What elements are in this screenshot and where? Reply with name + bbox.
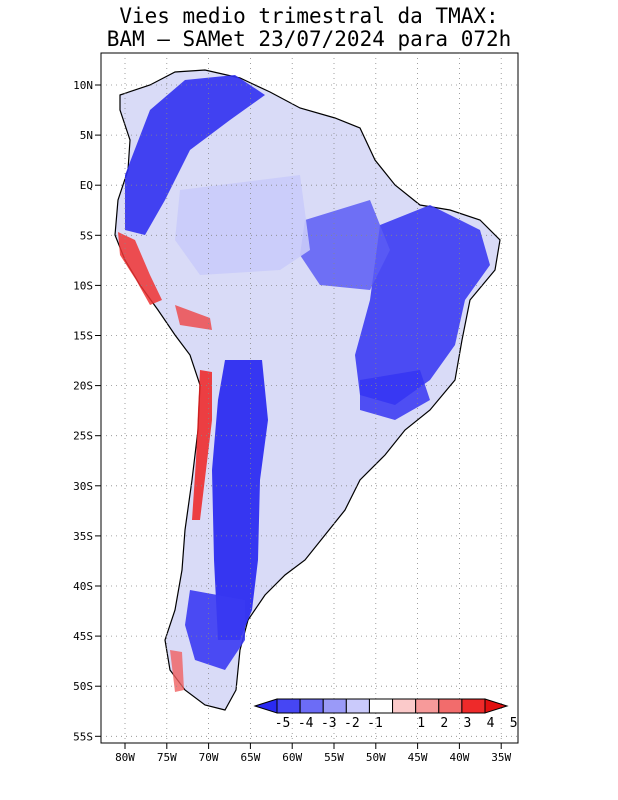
negative-bias-central [300,200,390,290]
longitude-labels: 80W 75W 70W 65W 60W 55W 50W 45W 40W 35W [115,751,511,764]
lat-tick-label: 40S [73,580,93,593]
lat-tick-label: 45S [73,630,93,643]
lat-tick-label: 50S [73,680,93,693]
colorbar-low-arrow [253,698,278,714]
map-frame [100,52,519,744]
positive-bias-altiplano [175,305,212,330]
colorbar-label: -4 [298,716,314,731]
positive-bias-south-chile [170,650,184,692]
map-title-line-1: Vies medio trimestral da TMAX: [119,4,499,28]
colorbar-box [345,698,370,714]
lon-tick-label: 40W [449,751,469,764]
colorbar-label: -1 [367,716,383,731]
negative-bias-east-argentina [212,360,268,640]
lon-tick-label: 80W [115,751,135,764]
colorbar-label: 4 [487,716,495,731]
graticule [95,53,518,749]
lon-tick-label: 65W [240,751,260,764]
lat-tick-label: 20S [73,380,93,393]
lat-tick-label: 10N [73,79,93,92]
colorbar-box [438,698,463,714]
lon-tick-label: 60W [282,751,302,764]
map-title-line-2: BAM – SAMet 23/07/2024 para 072h [106,27,512,51]
lon-tick-label: 55W [324,751,344,764]
lon-tick-label: 75W [157,751,177,764]
colorbar-label: 1 [417,716,425,731]
colorbar-label: -2 [344,716,360,731]
lat-tick-label: 55S [73,730,93,743]
lat-tick-label: EQ [80,179,93,192]
colorbar: -5 -4 -3 -2 -1 1 2 3 4 5 [253,698,518,731]
lat-tick-label: 35S [73,530,93,543]
negative-bias-patagonia [185,590,245,670]
colorbar-high-arrow [484,698,509,714]
lat-tick-label: 30S [73,480,93,493]
lon-tick-label: 35W [491,751,511,764]
colorbar-label: -3 [321,716,337,731]
lat-tick-label: 5S [80,229,93,242]
colorbar-label: -5 [275,716,291,731]
colorbar-box [276,698,301,714]
colorbar-label: 3 [464,716,472,731]
colorbar-label: 2 [440,716,448,731]
lon-tick-label: 50W [366,751,386,764]
negative-bias-southeast [360,370,430,420]
negative-bias-andes-north [125,75,265,235]
colorbar-label: 5 [510,716,518,731]
map-fields [114,69,501,711]
lat-tick-label: 5N [80,129,93,142]
lon-tick-label: 45W [408,751,428,764]
light-bias-amazon [175,175,310,275]
positive-bias-chile-north [192,370,212,520]
negative-bias-ne-brazil [355,205,490,405]
colorbar-box [299,698,324,714]
colorbar-box [415,698,440,714]
latitude-labels: 10N 5N EQ 5S 10S 15S 20S 25S 30S 35S 40S 45S 50S 55S [73,79,93,743]
colorbar-box [368,698,394,714]
positive-bias-peru-coast [118,232,162,305]
colorbar-box [322,698,347,714]
colorbar-box [392,698,417,714]
lat-tick-label: 10S [73,279,93,292]
lat-tick-label: 15S [73,330,93,343]
colorbar-box [461,698,486,714]
lon-tick-label: 70W [199,751,219,764]
lat-tick-label: 25S [73,430,93,443]
